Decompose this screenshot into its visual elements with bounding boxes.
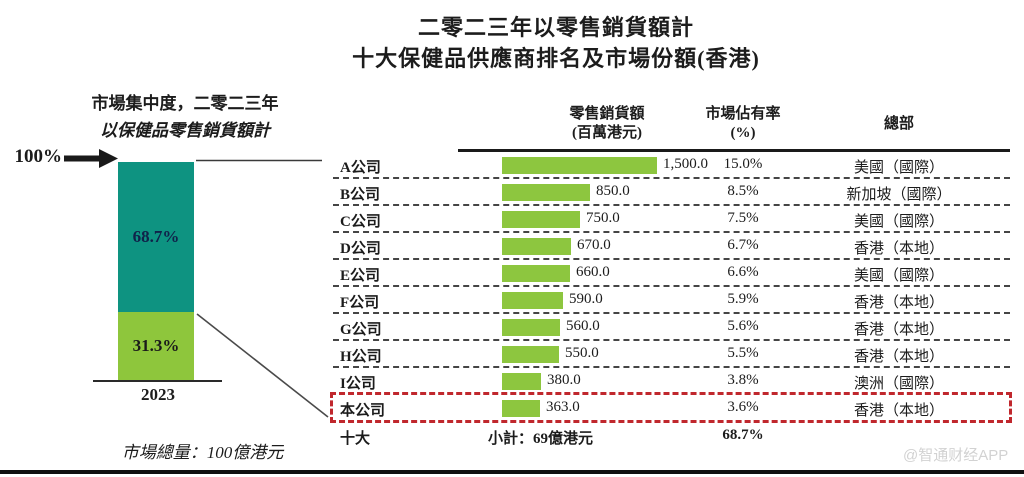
company-name: C公司 [340, 214, 381, 230]
segment-top10-label: 68.7% [132, 226, 180, 246]
sales-value: 750.0 [586, 210, 620, 226]
sales-bar [502, 211, 580, 228]
table-row: H公司 550.0 5.5% 香港（本地） [333, 341, 1010, 368]
subtotal-share: 68.7% [722, 427, 764, 443]
sales-value: 380.0 [547, 372, 581, 388]
x-axis-year-label: 2023 [141, 385, 175, 404]
sales-value: 363.0 [546, 399, 580, 415]
headquarters-value: 澳洲（國際） [853, 376, 944, 392]
bottom-border-bar [0, 470, 1024, 474]
company-name: B公司 [340, 187, 381, 203]
company-name: A公司 [340, 160, 381, 176]
table-row: D公司 670.0 6.7% 香港（本地） [333, 233, 1010, 260]
market-share-value: 6.7% [727, 237, 759, 253]
concentration-heading-line2: 以保健品零售銷貨額計 [100, 121, 270, 140]
sales-bar [502, 157, 657, 174]
company-name: I公司 [340, 376, 376, 392]
headquarters-value: 香港（本地） [853, 403, 944, 419]
concentration-heading-line1: 市場集中度，二零二三年 [91, 94, 279, 113]
market-total-footnote: 市場總量：100億港元 [121, 443, 284, 462]
x-axis-line [93, 380, 222, 382]
market-share-value: 3.8% [727, 372, 759, 388]
company-name: 本公司 [340, 403, 386, 419]
sales-value: 550.0 [565, 345, 599, 361]
subtotal-row: 十大 小計：69億港元 68.7% [333, 424, 1010, 451]
sales-value: 590.0 [569, 291, 603, 307]
sales-bar [502, 184, 590, 201]
market-share-value: 15.0% [723, 156, 763, 172]
headquarters-value: 香港（本地） [853, 295, 944, 311]
market-share-value: 7.5% [727, 210, 759, 226]
table-header-rule [458, 149, 1010, 152]
headquarters-value: 香港（本地） [853, 349, 944, 365]
axis-100-label: 100% [14, 146, 63, 167]
headquarters-value: 香港（本地） [853, 241, 944, 257]
company-name: D公司 [340, 241, 381, 257]
company-name: E公司 [340, 268, 381, 284]
header-retail-sales: 零售銷貨額 (百萬港元) [569, 106, 645, 141]
segment-top10: 68.7% [118, 162, 194, 312]
sales-value: 850.0 [596, 183, 630, 199]
table-row: A公司 1,500.0 15.0% 美國（國際） [333, 152, 1010, 179]
supplier-rows: A公司 1,500.0 15.0% 美國（國際） B公司 850.0 8.5% 新加坡（國際）… [330, 152, 1012, 423]
segment-boundary-connector-line [196, 313, 329, 418]
sales-value: 660.0 [576, 264, 610, 280]
table-row: E公司 660.0 6.6% 美國（國際） [333, 260, 1010, 287]
header-headquarters: 總部 [883, 116, 914, 132]
sales-bar [502, 319, 560, 336]
company-name: F公司 [340, 295, 380, 311]
table-row: G公司 560.0 5.6% 香港（本地） [333, 314, 1010, 341]
subtotal-label: 十大 [340, 431, 371, 447]
headquarters-value: 新加坡（國際） [846, 187, 952, 203]
concentration-heading: 市場集中度，二零二三年 以保健品零售銷貨額計 [40, 90, 330, 144]
headquarters-value: 美國（國際） [853, 268, 944, 284]
sales-value: 560.0 [566, 318, 600, 334]
market-share-value: 5.6% [727, 318, 759, 334]
sales-bar [502, 346, 559, 363]
market-share-value: 5.9% [727, 291, 759, 307]
table-row: 本公司 363.0 3.6% 香港（本地） [330, 392, 1012, 423]
figure-title-line2: 十大保健品供應商排名及市場份額(香港) [352, 46, 760, 71]
watermark: @智通财经APP [903, 447, 1009, 464]
company-name: H公司 [340, 349, 382, 365]
market-share-value: 5.5% [727, 345, 759, 361]
arrow-head-icon [99, 149, 118, 168]
table-row: I公司 380.0 3.8% 澳洲（國際） [333, 368, 1010, 395]
segment-others-label: 31.3% [132, 335, 180, 355]
table-row: C公司 750.0 7.5% 美國（國際） [333, 206, 1010, 233]
table-row: B公司 850.0 8.5% 新加坡（國際） [333, 179, 1010, 206]
headquarters-value: 美國（國際） [853, 160, 944, 176]
headquarters-value: 美國（國際） [853, 214, 944, 230]
segment-others: 31.3% [118, 311, 194, 380]
stacked-bar: 68.7% 31.3% [118, 162, 194, 380]
headquarters-value: 香港（本地） [853, 322, 944, 338]
sales-bar [502, 373, 541, 390]
market-share-value: 8.5% [727, 183, 759, 199]
table-header: 零售銷貨額 (百萬港元) 市場佔有率 (%) 總部 [333, 104, 1010, 150]
sales-bar [502, 400, 540, 417]
sales-value: 1,500.0 [663, 156, 708, 172]
market-share-value: 3.6% [727, 399, 759, 415]
sales-value: 670.0 [577, 237, 611, 253]
company-name: G公司 [340, 322, 382, 338]
figure-title-line1: 二零二三年以零售銷貨額計 [417, 15, 694, 40]
sales-bar [502, 238, 571, 255]
figure-title: 二零二三年以零售銷貨額計 十大保健品供應商排名及市場份額(香港) [106, 12, 1006, 74]
market-share-value: 6.6% [727, 264, 759, 280]
table-row: F公司 590.0 5.9% 香港（本地） [333, 287, 1010, 314]
subtotal-sales: 小計：69億港元 [488, 431, 594, 447]
sales-bar [502, 292, 563, 309]
sales-bar [502, 265, 570, 282]
header-market-share: 市場佔有率 (%) [705, 106, 781, 141]
